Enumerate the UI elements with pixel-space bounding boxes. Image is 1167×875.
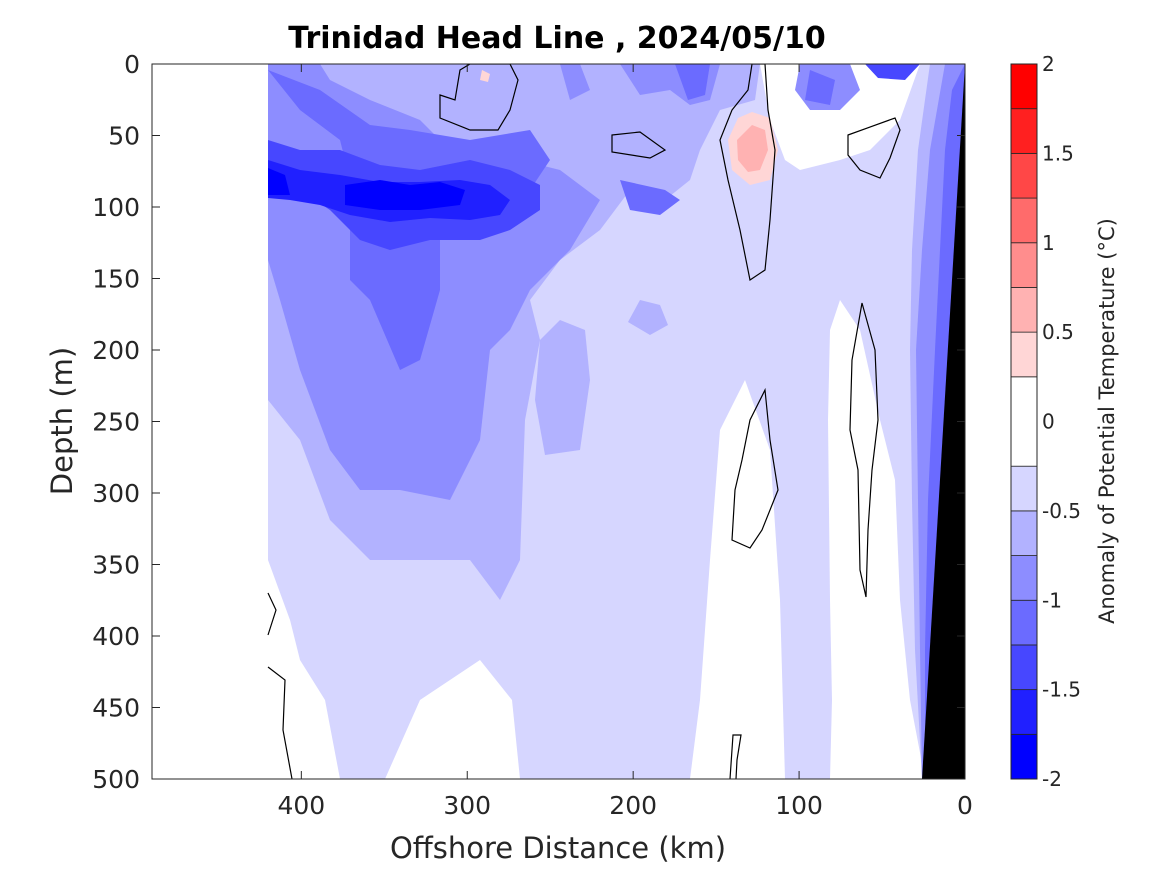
x-axis-label: Offshore Distance (km) xyxy=(390,831,726,865)
anomaly-region-mid xyxy=(268,64,835,370)
y-tick-label: 0 xyxy=(124,50,140,79)
zero-contour-deep-west xyxy=(267,592,293,779)
colorbar-swatch xyxy=(1010,376,1038,467)
y-tick-label: 250 xyxy=(92,408,140,437)
y-tick-label: 500 xyxy=(92,765,140,794)
colorbar-swatch xyxy=(1010,689,1038,735)
warm-patch-inner xyxy=(737,125,768,172)
zero-contour-warm xyxy=(719,64,776,281)
zero-contour-middle xyxy=(611,131,667,159)
x-tick-label: 400 xyxy=(277,791,325,820)
zero-contour-east xyxy=(847,117,901,179)
x-axis: 400 300 200 100 0 xyxy=(277,64,973,820)
colorbar-tick-label: -1 xyxy=(1042,588,1062,612)
colorbar-tick-label: 1.5 xyxy=(1042,141,1074,165)
colorbar-tick-label: 2 xyxy=(1042,52,1055,76)
x-tick-label: 200 xyxy=(609,791,657,820)
colorbar-label: Anomaly of Potential Temperature (°C) xyxy=(1095,218,1119,624)
colorbar-tick-label: -2 xyxy=(1042,767,1062,791)
zero-contour-bottom xyxy=(729,734,742,779)
y-axis: 0 50 100 150 200 250 300 350 400 450 500 xyxy=(92,50,965,794)
x-tick-label: 100 xyxy=(775,791,823,820)
colorbar-tick-label: 0 xyxy=(1042,410,1055,434)
colorbar-swatch xyxy=(1010,599,1038,646)
colorbar-swatch xyxy=(1010,733,1038,780)
y-axis-label: Depth (m) xyxy=(45,347,79,495)
colorbar-frame xyxy=(1010,63,1038,780)
y-tick-label: 350 xyxy=(92,551,140,580)
colorbar-swatch xyxy=(1010,152,1038,199)
bathymetry-slope xyxy=(922,64,965,779)
colorbar-swatch xyxy=(1010,197,1038,244)
colorbar: 2 1.5 1 0.5 0 -0.5 -1 -1.5 -2 xyxy=(1010,52,1081,791)
colorbar-swatch xyxy=(1010,644,1038,691)
y-tick-label: 100 xyxy=(92,193,140,222)
zero-contour-deep-b xyxy=(849,302,879,598)
y-tick-label: 150 xyxy=(92,265,140,294)
colorbar-swatch xyxy=(1010,242,1038,288)
y-tick-label: 400 xyxy=(92,622,140,651)
colorbar-swatch xyxy=(1010,555,1038,601)
colorbar-tick-label: 0.5 xyxy=(1042,320,1074,344)
y-tick-label: 50 xyxy=(108,122,140,151)
colorbar-swatch xyxy=(1010,287,1038,333)
colorbar-swatch xyxy=(1010,510,1038,556)
colorbar-tick-label: 1 xyxy=(1042,231,1055,255)
colorbar-swatch xyxy=(1010,108,1038,154)
zero-contour-deep-a xyxy=(731,387,779,549)
zero-contour-top xyxy=(439,64,519,131)
y-tick-label: 200 xyxy=(92,336,140,365)
plot-area xyxy=(152,64,965,779)
y-tick-label: 450 xyxy=(92,694,140,723)
colorbar-swatch xyxy=(1010,465,1038,512)
x-tick-label: 300 xyxy=(443,791,491,820)
x-tick-label: 0 xyxy=(957,791,973,820)
colorbar-swatch xyxy=(1010,63,1038,110)
warm-spot-top xyxy=(480,70,490,82)
chart-title: Trinidad Head Line , 2024/05/10 xyxy=(288,21,825,56)
colorbar-tick-label: -0.5 xyxy=(1042,499,1081,523)
colorbar-tick-label: -1.5 xyxy=(1042,678,1081,702)
anomaly-region-darkest xyxy=(268,168,465,210)
y-tick-label: 300 xyxy=(92,479,140,508)
colorbar-swatch xyxy=(1010,331,1038,378)
